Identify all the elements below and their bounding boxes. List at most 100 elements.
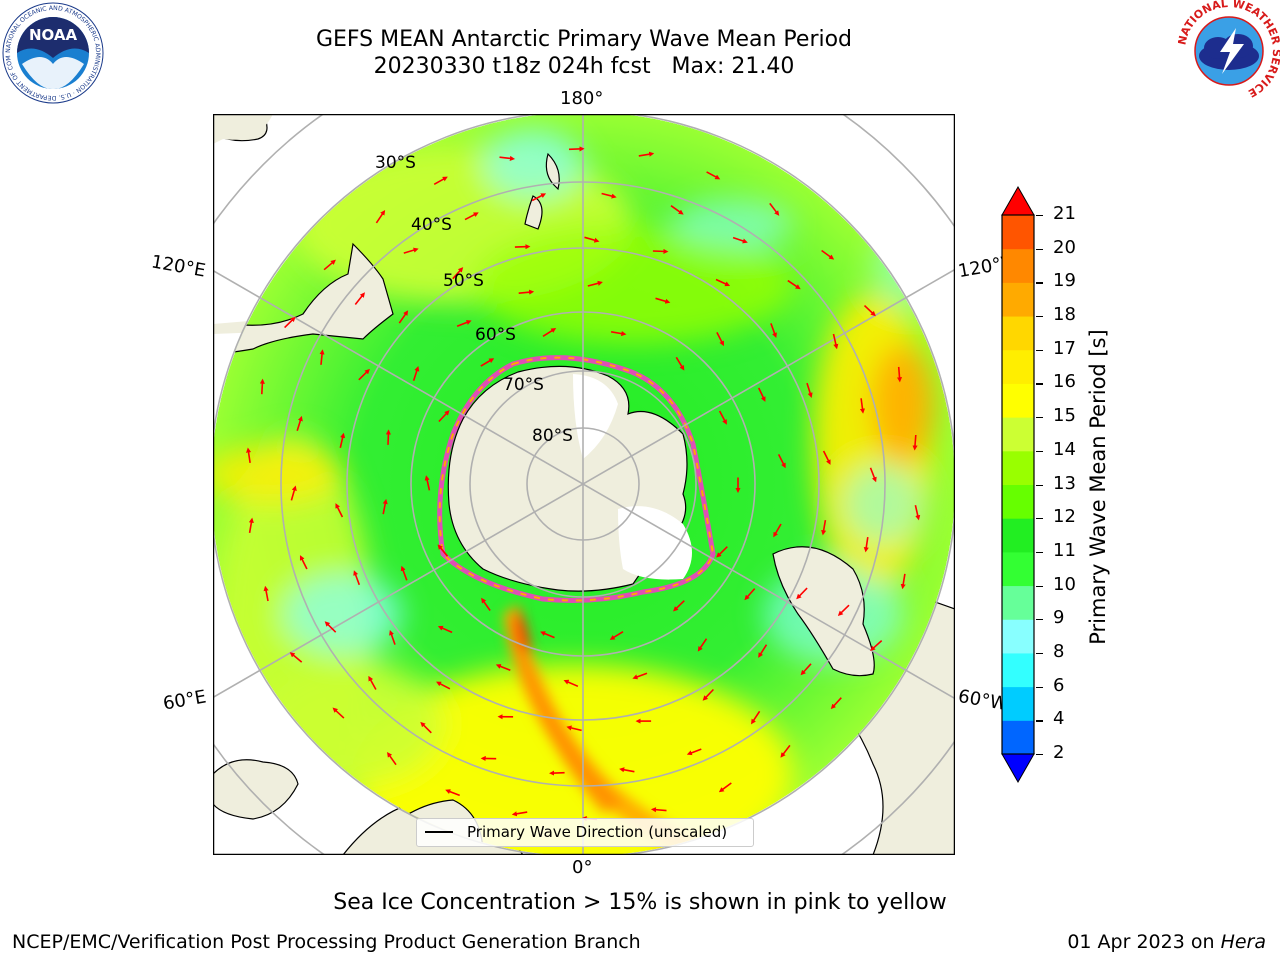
wave-direction-arrow: [436, 681, 451, 690]
colorbar-over-triangle: [1001, 185, 1035, 216]
wave-direction-arrow: [837, 604, 850, 616]
colorbar-tick-label: 9: [1053, 607, 1065, 629]
lon-label-120e: 120°E: [149, 251, 208, 282]
colorbar-tick-mark: [1036, 720, 1043, 722]
wave-direction-arrow: [568, 146, 585, 152]
colorbar-segment: [1002, 518, 1034, 553]
lon-label-0: 0°: [572, 857, 593, 878]
colorbar-segment: [1002, 282, 1034, 317]
wave-direction-arrow: [758, 644, 768, 658]
colorbar-segment: [1002, 585, 1034, 620]
footer-date-text: 01 Apr 2023 on: [1067, 931, 1221, 953]
wave-direction-arrow: [638, 151, 655, 157]
colorbar-tick-label: 19: [1053, 270, 1076, 292]
wave-direction-arrow: [702, 688, 714, 701]
wave-direction-arrow: [821, 519, 827, 536]
wave-direction-arrow: [531, 193, 547, 202]
colorbar-tick-label: 12: [1053, 506, 1076, 528]
wave-direction-arrow: [514, 244, 531, 250]
wave-direction-arrow: [757, 387, 766, 402]
wave-direction-arrow: [718, 782, 732, 793]
wave-direction-arrow: [398, 310, 409, 324]
colorbar-tick-mark: [1036, 754, 1043, 756]
wave-direction-arrow: [563, 679, 579, 688]
colorbar-tick-label: 16: [1053, 371, 1076, 393]
colorbar-segment: [1002, 652, 1034, 688]
wave-direction-arrow: [780, 744, 791, 758]
wave-direction-arrow: [445, 789, 460, 797]
wave-direction-arrow: [420, 721, 432, 734]
colorbar-tick-label: 14: [1053, 438, 1076, 460]
wave-direction-arrow: [777, 454, 786, 469]
colorbar-segment: [1002, 316, 1034, 351]
wave-direction-arrow: [800, 663, 812, 676]
colorbar-segment: [1002, 349, 1034, 384]
chart-subtitle: 20230330 t18z 024h fcst Max: 21.40: [373, 54, 795, 79]
wave-direction-arrow: [438, 410, 450, 423]
colorbar-tick-label: 17: [1053, 337, 1076, 359]
colorbar-segment: [1002, 619, 1034, 654]
colorbar-segment: [1002, 248, 1034, 283]
wave-direction-arrow: [912, 434, 918, 451]
wave-direction-arrow: [686, 748, 702, 756]
colorbar-tick-label: 2: [1053, 742, 1065, 763]
wave-direction-arrow: [716, 332, 724, 347]
wave-direction-arrow: [896, 366, 903, 383]
wave-direction-arrow: [433, 176, 448, 185]
wave-direction-arrow: [715, 278, 731, 287]
wave-direction-arrow: [610, 331, 627, 337]
wave-direction-arrow: [400, 565, 408, 581]
wave-direction-arrow: [675, 356, 685, 371]
wave-direction-arrow: [769, 202, 780, 216]
colorbar-tick-label: 18: [1053, 304, 1076, 326]
colorbar-tick-label: 15: [1053, 405, 1076, 427]
wave-direction-arrow: [437, 625, 453, 634]
wave-direction-arrow: [869, 467, 877, 483]
wave-direction-arrow: [584, 236, 600, 243]
wave-direction-arrow: [518, 289, 535, 295]
wave-direction-arrow: [299, 555, 308, 570]
legend-line-swatch: [425, 831, 453, 833]
wave-direction-arrow: [284, 316, 296, 329]
wave-direction-arrow: [296, 415, 303, 431]
colorbar-tick-mark: [1036, 282, 1043, 284]
wave-direction-arrow: [650, 807, 667, 813]
colorbar-tick-mark: [1036, 686, 1043, 688]
colorbar-segment: [1002, 686, 1034, 721]
wave-direction-arrow: [770, 323, 777, 339]
colorbar-segment: [1002, 215, 1034, 250]
colorbar-tick-mark: [1036, 619, 1043, 621]
wave-direction-arrow: [652, 248, 669, 254]
wave-direction-arrow: [806, 382, 813, 398]
graticule: [213, 114, 955, 855]
wave-direction-arrow: [263, 585, 269, 602]
colorbar-tick-label: 13: [1053, 472, 1076, 494]
noaa-logo: NATIONAL OCEANIC AND ATMOSPHERIC ADMINIS…: [2, 2, 104, 104]
wave-direction-arrow: [495, 664, 511, 672]
wave-direction-arrow: [542, 328, 557, 337]
wave-direction-arrow: [619, 767, 635, 773]
wave-direction-arrow: [452, 267, 464, 280]
colorbar-tick-mark: [1036, 417, 1043, 419]
lat-label-30: 30°S: [375, 153, 416, 173]
chart-title: GEFS MEAN Antarctic Primary Wave Mean Pe…: [315, 27, 853, 52]
colorbar-tick-mark: [1036, 518, 1043, 520]
colorbar-tick-label: 8: [1053, 640, 1065, 662]
wave-direction-arrow: [566, 725, 582, 732]
map-legend: Primary Wave Direction (unscaled): [416, 818, 754, 847]
wave-direction-arrow: [632, 672, 648, 680]
colorbar-tick-mark: [1036, 551, 1043, 554]
wave-direction-arrow: [339, 432, 346, 448]
wave-direction-arrow: [716, 546, 728, 558]
wave-direction-arrow: [787, 279, 801, 290]
wave-direction-arrow: [259, 378, 265, 395]
wave-direction-arrow: [670, 205, 684, 215]
wave-direction-arrow: [319, 349, 325, 365]
colorbar: [1001, 185, 1035, 784]
colorbar-segment: [1002, 484, 1034, 519]
wave-direction-arrow: [796, 587, 808, 600]
wave-direction-arrow: [718, 410, 727, 425]
footer-credit: NCEP/EMC/Verification Post Processing Pr…: [12, 931, 641, 953]
wave-direction-arrow: [332, 707, 345, 719]
